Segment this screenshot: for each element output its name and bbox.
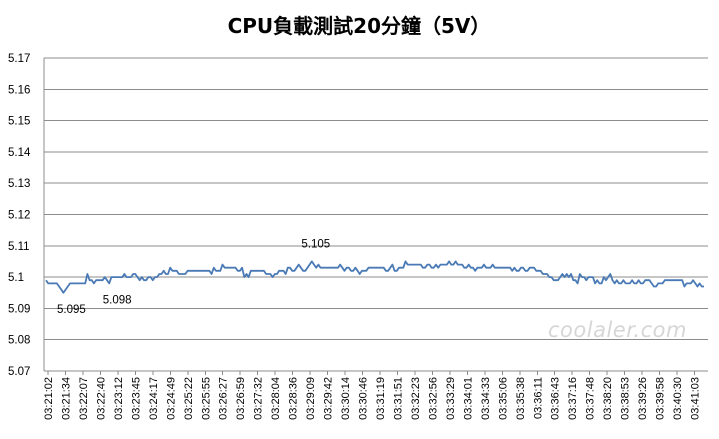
x-tick-label: 03:31:51 [392,377,404,420]
x-tick-label: 03:22:07 [78,377,90,420]
y-tick-label: 5.16 [8,84,30,96]
x-tick-label: 03:21:02 [43,377,55,420]
y-tick-label: 5.14 [8,147,31,159]
x-tick-label: 03:36:11 [532,377,544,419]
x-tick-label: 03:29:09 [305,377,317,420]
x-tick-label: 03:23:12 [113,377,125,420]
x-tick-label: 03:31:19 [375,377,387,420]
x-tick-label: 03:34:33 [480,377,492,420]
y-tick-label: 5.17 [8,53,30,65]
y-tick-label: 5.1 [8,272,24,284]
x-tick-label: 03:26:59 [235,377,247,420]
x-tick-label: 03:25:22 [183,377,195,420]
y-tick-label: 5.13 [8,178,30,190]
x-tick-label: 03:28:04 [270,377,282,420]
x-tick-label: 03:26:27 [218,377,230,420]
data-label: 5.098 [103,294,132,306]
x-tick-label: 03:28:36 [288,377,300,420]
y-tick-label: 5.11 [8,241,30,253]
x-tick-label: 03:34:01 [462,377,474,420]
chart-title: CPU負載測試20分鐘（5V） [228,14,491,38]
data-label: 5.095 [57,304,86,316]
x-tick-label: 03:27:32 [253,377,265,420]
x-tick-label: 03:41:03 [690,377,702,420]
x-tick-label: 03:40:30 [672,377,684,420]
x-tick-label: 03:37:48 [585,377,597,420]
y-tick-label: 5.08 [8,335,30,347]
x-tick-label: 03:39:58 [655,377,667,420]
x-tick-label: 03:25:55 [200,377,212,420]
data-label: 5.105 [301,238,330,250]
y-tick-label: 5.15 [8,116,30,128]
x-tick-label: 03:35:06 [497,377,509,420]
x-tick-label: 03:29:42 [323,377,335,420]
x-tick-label: 03:36:43 [550,377,562,420]
series-line [45,260,704,294]
x-tick-label: 03:32:56 [427,377,439,420]
x-tick-label: 03:24:17 [148,377,160,420]
y-tick-label: 5.12 [8,210,30,222]
x-tick-label: 03:37:16 [567,377,579,420]
x-tick-label: 03:22:40 [95,377,107,420]
x-tick-label: 03:38:53 [620,377,632,420]
x-tick-label: 03:35:38 [515,377,527,420]
y-tick-label: 5.07 [8,366,30,378]
x-tick-label: 03:30:46 [358,377,370,420]
y-tick-label: 5.09 [8,303,30,315]
x-tick-label: 03:30:14 [340,377,352,420]
x-tick-label: 03:38:20 [602,377,614,420]
x-tick-label: 03:39:26 [637,377,649,420]
x-tick-label: 03:24:49 [165,377,177,420]
x-tick-label: 03:21:34 [60,377,72,420]
x-tick-label: 03:33:29 [445,377,457,420]
x-tick-label: 03:32:23 [410,377,422,420]
x-tick-label: 03:23:45 [130,377,142,420]
